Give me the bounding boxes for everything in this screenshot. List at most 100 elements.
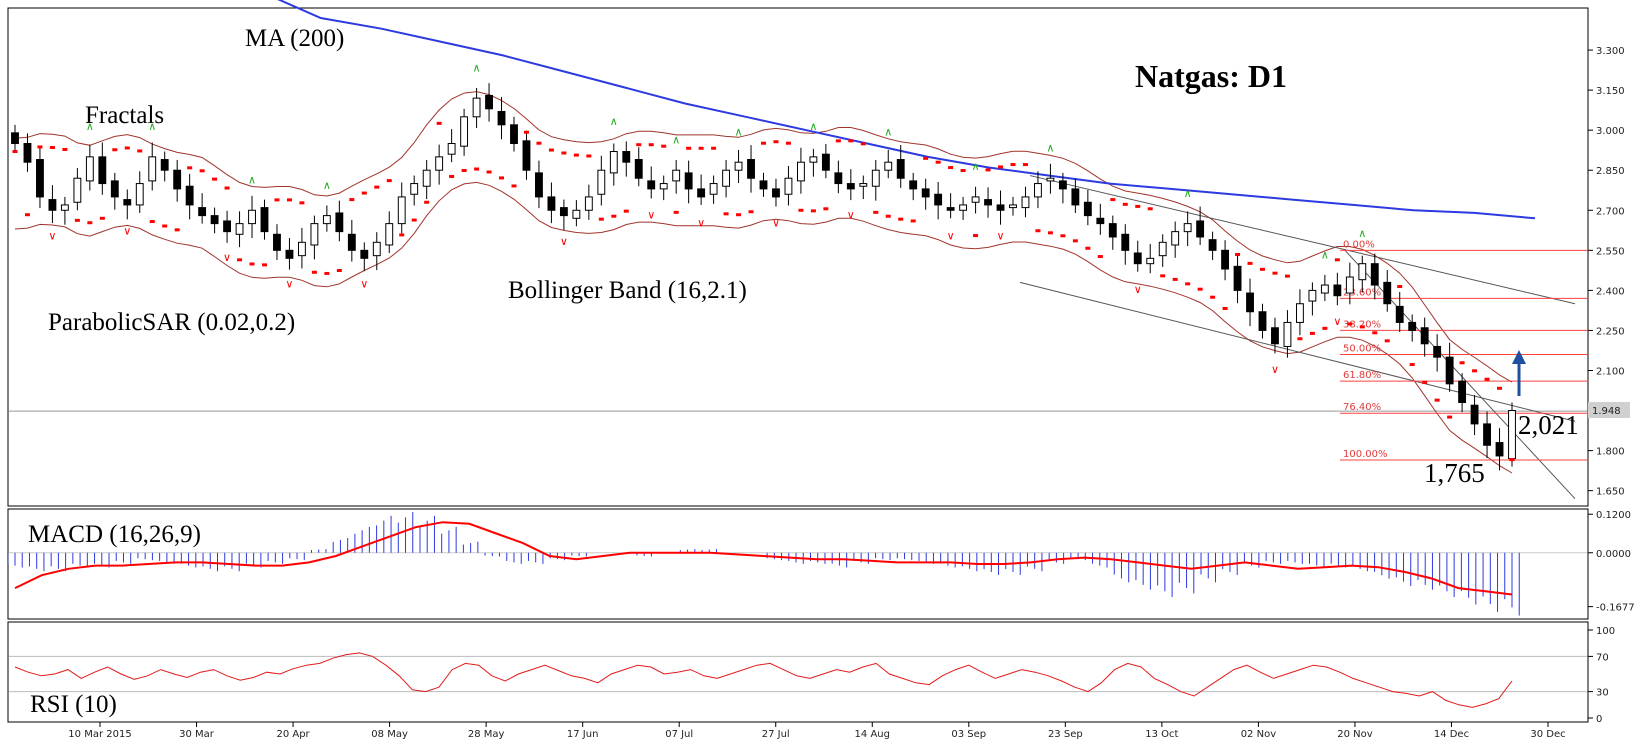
candle-body [597,169,606,195]
rsi-tick-label: 70 [1596,652,1609,663]
candle-body [772,188,780,198]
chart-title: Natgas: D1 [1135,58,1287,94]
candle-body [871,169,880,187]
x-tick-label: 02 Nov [1241,729,1277,740]
candle-body [522,140,531,171]
candle-body [747,159,755,179]
sar-dot [24,213,30,217]
y-tick-label: 2.700 [1596,206,1625,217]
bollinger-bands [14,91,1513,474]
sar-dot [162,224,168,228]
sar-dot [1272,271,1278,275]
candle-body [834,172,843,185]
sar-dot [1497,386,1503,390]
sar-dot [848,139,854,143]
candle-body [472,97,481,118]
sar-dot [37,145,43,149]
sar-dot [761,141,766,145]
sar-dot [1260,267,1265,271]
candle-body [1358,263,1367,281]
sar-dot [474,167,480,171]
candle-body [684,172,693,190]
sar-dot [1397,285,1403,289]
candle-body [310,223,319,246]
candle-body [1271,327,1279,345]
candle-body [1258,311,1267,331]
y-tick-label: 1.650 [1596,487,1625,498]
sar-dot [1210,295,1216,299]
fractal-up-icon: ∧ [672,134,680,147]
sar-dot [386,179,392,183]
sar-dot [1147,207,1153,211]
candle-body [1021,196,1030,209]
candle-body [896,159,905,179]
sar-dot [361,191,367,195]
sar-dot [424,200,430,204]
candle-body [98,156,107,185]
last-price-label: 1.948 [1592,406,1621,417]
y-tick-label: 1.800 [1596,447,1625,458]
sar-dot [1484,377,1490,381]
fractal-up-icon: ∧ [1046,142,1054,155]
rsi-layer [14,652,1513,708]
candle-body [1208,239,1217,251]
sar-dot [686,146,692,150]
sar-dot [573,153,579,157]
sar-dot [748,210,754,214]
sar-dot [1472,369,1478,373]
candle-body [198,207,207,217]
macd-panel [7,508,1589,620]
trend-line-upper [1029,175,1576,305]
sar-dot [1060,234,1066,238]
candle-body [647,180,656,190]
sar-dot [1447,415,1453,419]
sar-dot [898,217,904,221]
ma200-line [277,0,1536,220]
x-tick-label: 27 Jul [762,729,790,740]
sar-dot [212,177,218,181]
candle-body [1046,177,1055,182]
sar-dot [62,147,68,151]
price-high-annotation: 2,021 [1518,410,1579,440]
candle-body [497,110,506,126]
sar-dot [374,185,380,189]
candle-body [971,196,980,203]
sar-dot [1284,274,1290,278]
fib-label: 50.00% [1343,343,1381,354]
main-panel [7,7,1589,507]
candle-body [347,233,356,251]
last-price-tag [1588,402,1630,418]
fractals: ∨ ∧ ∨ ∧ ∨ ∧ ∨ ∧ ∨ ∧ ∨ ∧ ∨ ∧ ∨ ∧ ∨ ∧ ∨ ∧ ∨ ∧ ∨ ∧ ∨ ∧ ∨ ∧ ∨ ∧ [48,61,1366,376]
sar-dot [1384,339,1390,343]
candle-body [410,183,419,195]
sar-dot [436,121,442,125]
sar-dot [661,144,667,148]
candle-body [1483,423,1491,446]
candle-body [510,124,518,145]
sar-dot [461,169,467,173]
sar-dot [199,169,205,173]
candle-body [135,183,144,206]
sar-dot [561,151,567,155]
candle-body [1071,188,1080,206]
candle-body [709,183,718,195]
candle-body [173,169,182,190]
up-arrow-icon [1512,350,1526,396]
fractal-down-icon: ∨ [996,230,1004,243]
candle-body [1420,327,1429,345]
y-tick-label: 2.550 [1596,246,1625,257]
sar-dot [586,154,592,158]
candle-body [1470,404,1479,425]
fractal-down-icon: ∨ [1333,315,1341,328]
candle-body [110,180,119,198]
candle-body [422,169,431,187]
fib-label: 0.00% [1343,239,1375,250]
candle-body [1408,321,1417,331]
candle-body [60,204,69,211]
y-tick-label: 2.100 [1596,366,1625,377]
candle-body [1108,223,1117,238]
sar-dot [449,174,455,178]
candle-body [11,132,19,145]
candle-body [1183,223,1192,233]
